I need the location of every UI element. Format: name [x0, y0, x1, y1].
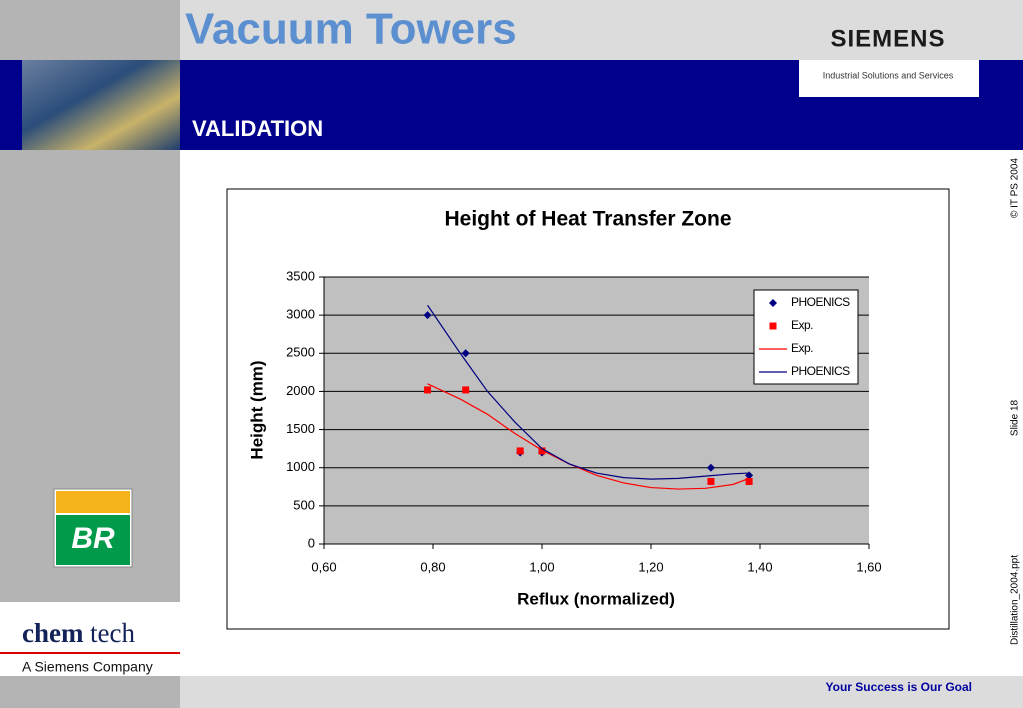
- square-marker: [707, 477, 715, 485]
- legend-label: PHOENICS: [791, 295, 850, 309]
- x-axis-label: Reflux (normalized): [517, 589, 675, 608]
- br-logo-top: [56, 491, 130, 513]
- copyright: © IT PS 2004: [1010, 158, 1021, 218]
- y-axis-label: Height (mm): [247, 360, 266, 459]
- x-tick-label: 1,20: [638, 559, 663, 574]
- brand-box: [799, 60, 979, 97]
- section-title: VALIDATION: [192, 116, 323, 141]
- square-marker: [769, 322, 777, 330]
- br-logo-bottom: [56, 515, 130, 565]
- company: A Siemens Company: [22, 659, 153, 675]
- square-marker: [462, 386, 470, 394]
- file-name: Distillation_2004.ppt: [1010, 555, 1021, 645]
- x-tick-label: 1,60: [856, 559, 881, 574]
- footer-band: [180, 676, 1023, 708]
- brand-sub: Industrial Solutions and Services: [823, 70, 954, 80]
- legend-label: Exp.: [791, 318, 813, 332]
- tech: tech: [90, 618, 135, 648]
- trend-line: [427, 383, 750, 490]
- y-tick-label: 3500: [286, 268, 315, 283]
- x-tick-label: 1,40: [747, 559, 772, 574]
- y-tick-label: 500: [293, 497, 315, 512]
- br-logo-text: BR: [71, 522, 115, 555]
- y-tick-label: 0: [308, 535, 315, 550]
- chem: chem: [22, 618, 84, 648]
- y-tick-label: 2000: [286, 383, 315, 398]
- diamond-marker: [706, 463, 715, 472]
- chart-title: Height of Heat Transfer Zone: [444, 208, 731, 231]
- square-marker: [745, 477, 753, 485]
- x-tick-label: 0,60: [311, 559, 336, 574]
- square-marker: [424, 386, 432, 394]
- legend-label: PHOENICS: [791, 364, 850, 378]
- diamond-marker: [423, 311, 432, 320]
- header-image: [22, 60, 180, 150]
- y-tick-label: 1000: [286, 459, 315, 474]
- y-tick-label: 3000: [286, 307, 315, 322]
- y-tick-label: 2500: [286, 345, 315, 360]
- legend-label: Exp.: [791, 341, 813, 355]
- y-tick-label: 1500: [286, 421, 315, 436]
- brand: SIEMENS: [830, 25, 945, 52]
- x-tick-label: 1,00: [529, 559, 554, 574]
- legend-box: [753, 289, 859, 385]
- page-title: Vacuum Towers: [185, 5, 517, 54]
- slogan: Your Success is Our Goal: [826, 680, 973, 694]
- chemtech-bg: [0, 602, 100, 652]
- diamond-marker: [769, 299, 777, 307]
- x-tick-label: 0,80: [420, 559, 445, 574]
- square-marker: [538, 447, 546, 455]
- slide-number: Slide 18: [1010, 399, 1021, 436]
- trend-line: [427, 304, 750, 480]
- diamond-marker: [461, 349, 470, 358]
- square-marker: [516, 447, 524, 455]
